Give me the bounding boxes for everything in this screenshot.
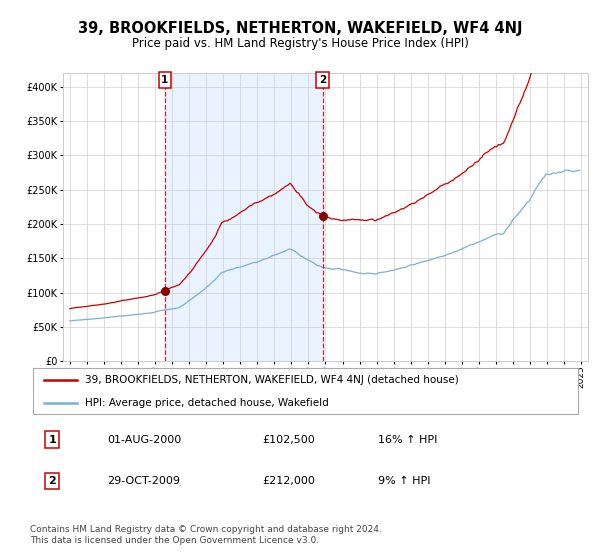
Text: 16% ↑ HPI: 16% ↑ HPI [378,435,437,445]
Text: 01-AUG-2000: 01-AUG-2000 [107,435,182,445]
Text: 29-OCT-2009: 29-OCT-2009 [107,476,180,486]
Text: 39, BROOKFIELDS, NETHERTON, WAKEFIELD, WF4 4NJ (detached house): 39, BROOKFIELDS, NETHERTON, WAKEFIELD, W… [85,375,459,385]
Text: Price paid vs. HM Land Registry's House Price Index (HPI): Price paid vs. HM Land Registry's House … [131,37,469,50]
Text: 9% ↑ HPI: 9% ↑ HPI [378,476,430,486]
Text: £102,500: £102,500 [262,435,314,445]
Text: 2: 2 [48,476,56,486]
Text: 1: 1 [161,75,169,85]
Text: 1: 1 [48,435,56,445]
Text: Contains HM Land Registry data © Crown copyright and database right 2024.
This d: Contains HM Land Registry data © Crown c… [30,525,382,545]
FancyBboxPatch shape [33,368,578,413]
Text: HPI: Average price, detached house, Wakefield: HPI: Average price, detached house, Wake… [85,398,329,408]
Text: 2: 2 [319,75,326,85]
Text: £212,000: £212,000 [262,476,315,486]
Text: 39, BROOKFIELDS, NETHERTON, WAKEFIELD, WF4 4NJ: 39, BROOKFIELDS, NETHERTON, WAKEFIELD, W… [78,21,522,36]
